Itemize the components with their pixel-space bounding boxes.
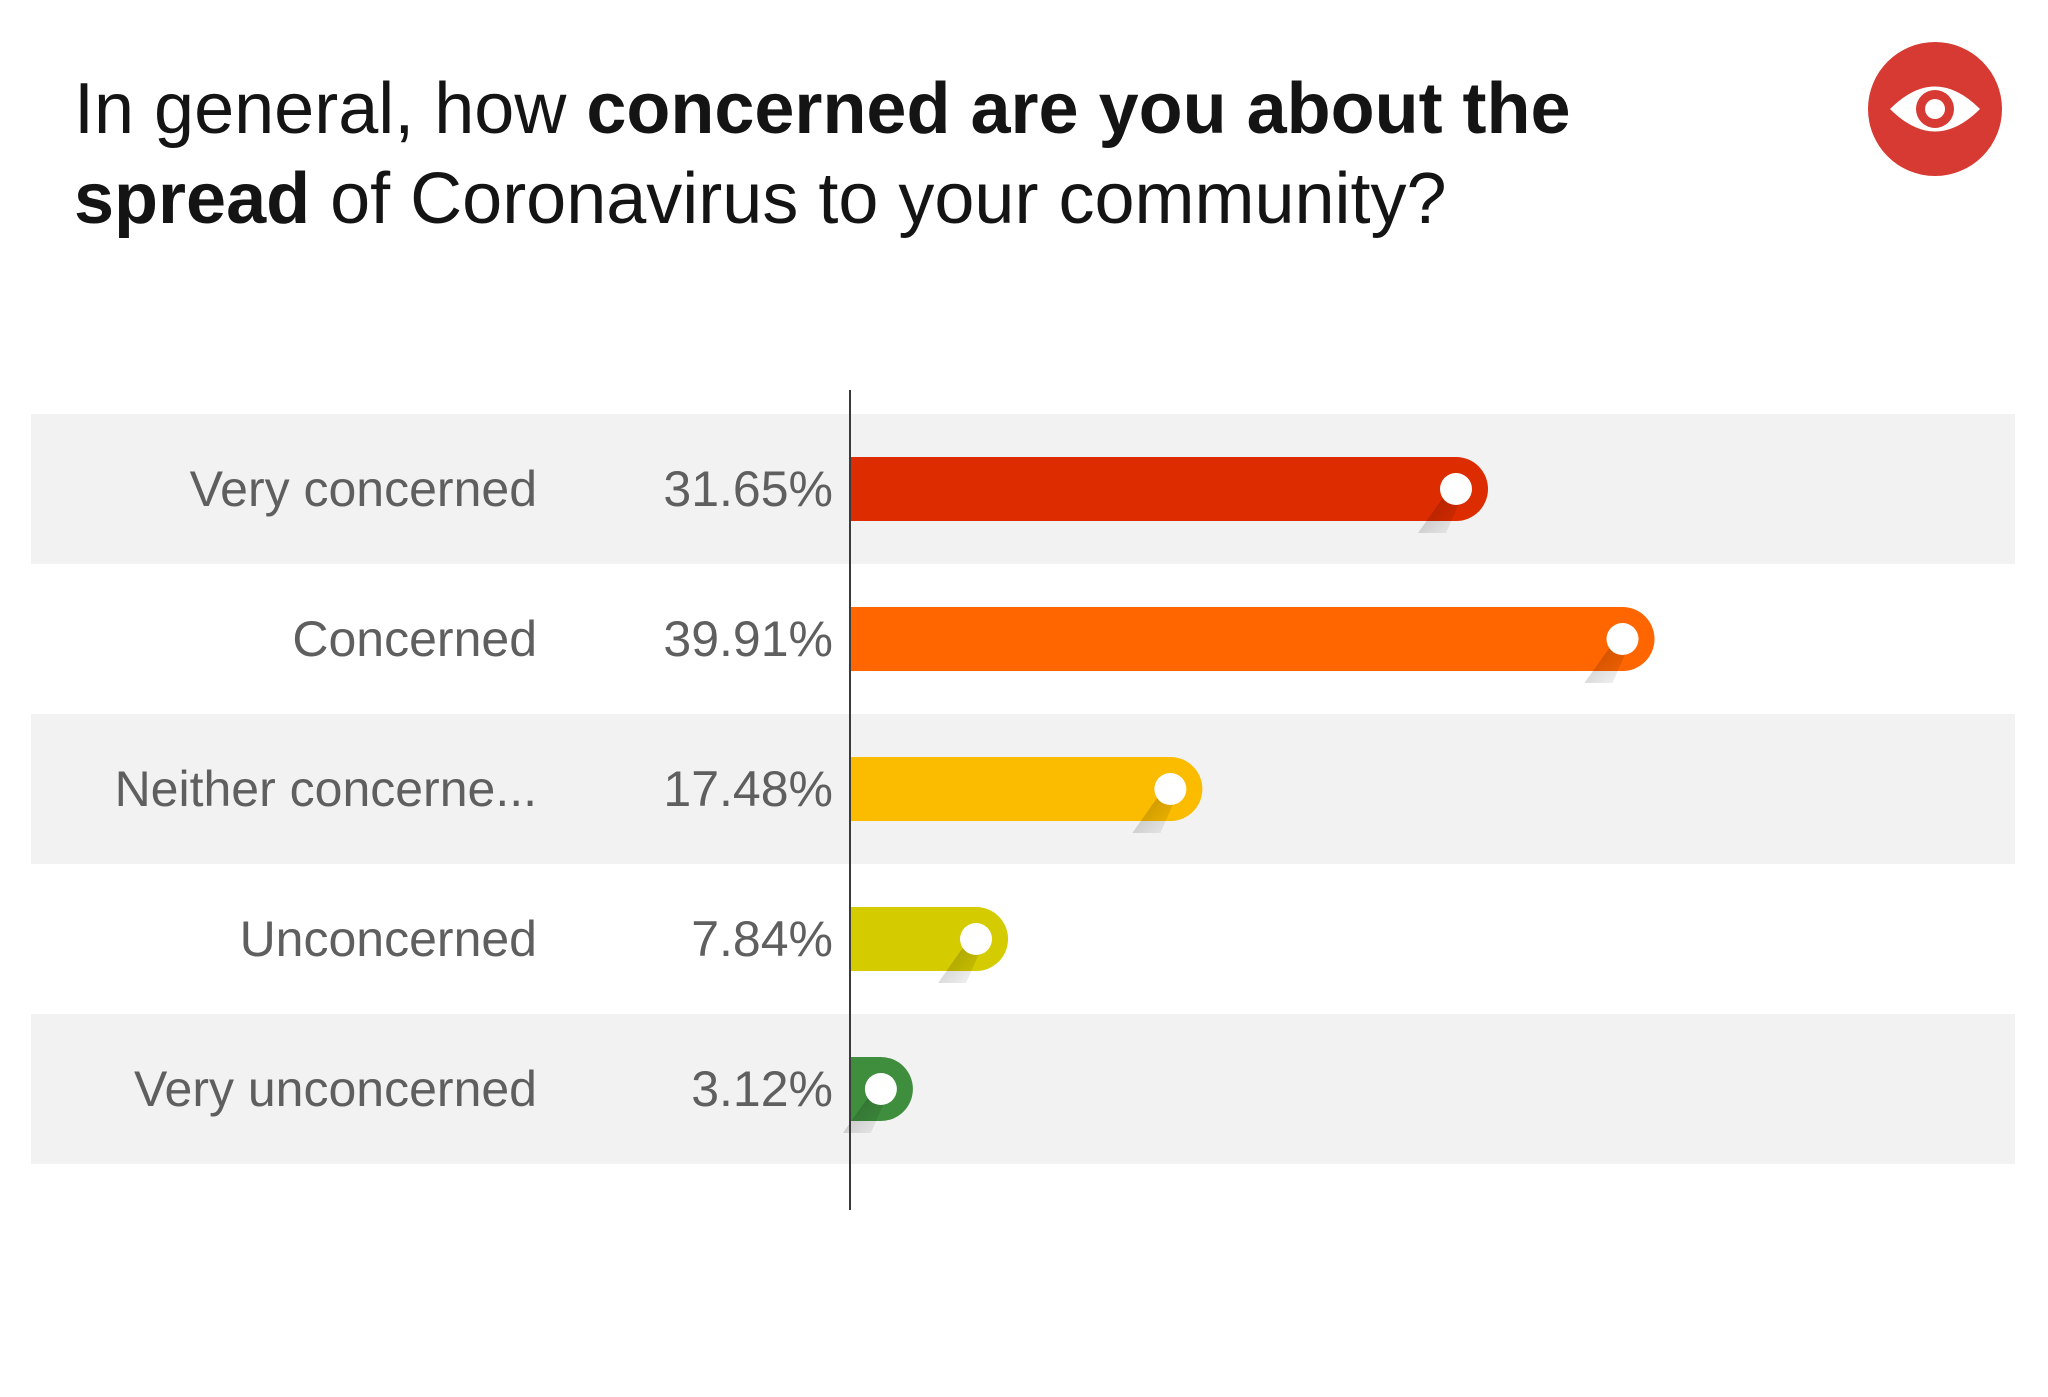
title-bold-1: concerned are you about the [586, 69, 1571, 149]
bar [850, 757, 1203, 821]
category-label: Very unconcerned [134, 1061, 537, 1117]
bar-end-dot [960, 923, 993, 955]
bar-end-dot [1154, 773, 1187, 805]
value-label: 39.91% [663, 611, 833, 667]
category-label: Neither concerne... [115, 761, 537, 817]
row-stripe [31, 1014, 2015, 1164]
bar [850, 607, 1655, 671]
eye-icon [1868, 42, 2002, 176]
value-label: 31.65% [663, 461, 833, 517]
title-bold-2: spread [74, 159, 311, 239]
category-label: Concerned [292, 611, 537, 667]
value-label: 17.48% [663, 761, 833, 817]
chart-title: In general, how concerned are you about … [74, 64, 1774, 244]
bar-end-dot [1440, 473, 1472, 505]
title-part-2: of Coronavirus to your community? [310, 159, 1447, 239]
bar-end-dot [1606, 623, 1639, 655]
bar-end-dot [864, 1073, 897, 1105]
value-label: 7.84% [691, 911, 833, 967]
category-label: Unconcerned [240, 911, 537, 967]
title-part-1: In general, how [74, 69, 587, 149]
bar [850, 457, 1488, 521]
value-label: 3.12% [691, 1061, 833, 1117]
category-label: Very concerned [190, 461, 537, 517]
